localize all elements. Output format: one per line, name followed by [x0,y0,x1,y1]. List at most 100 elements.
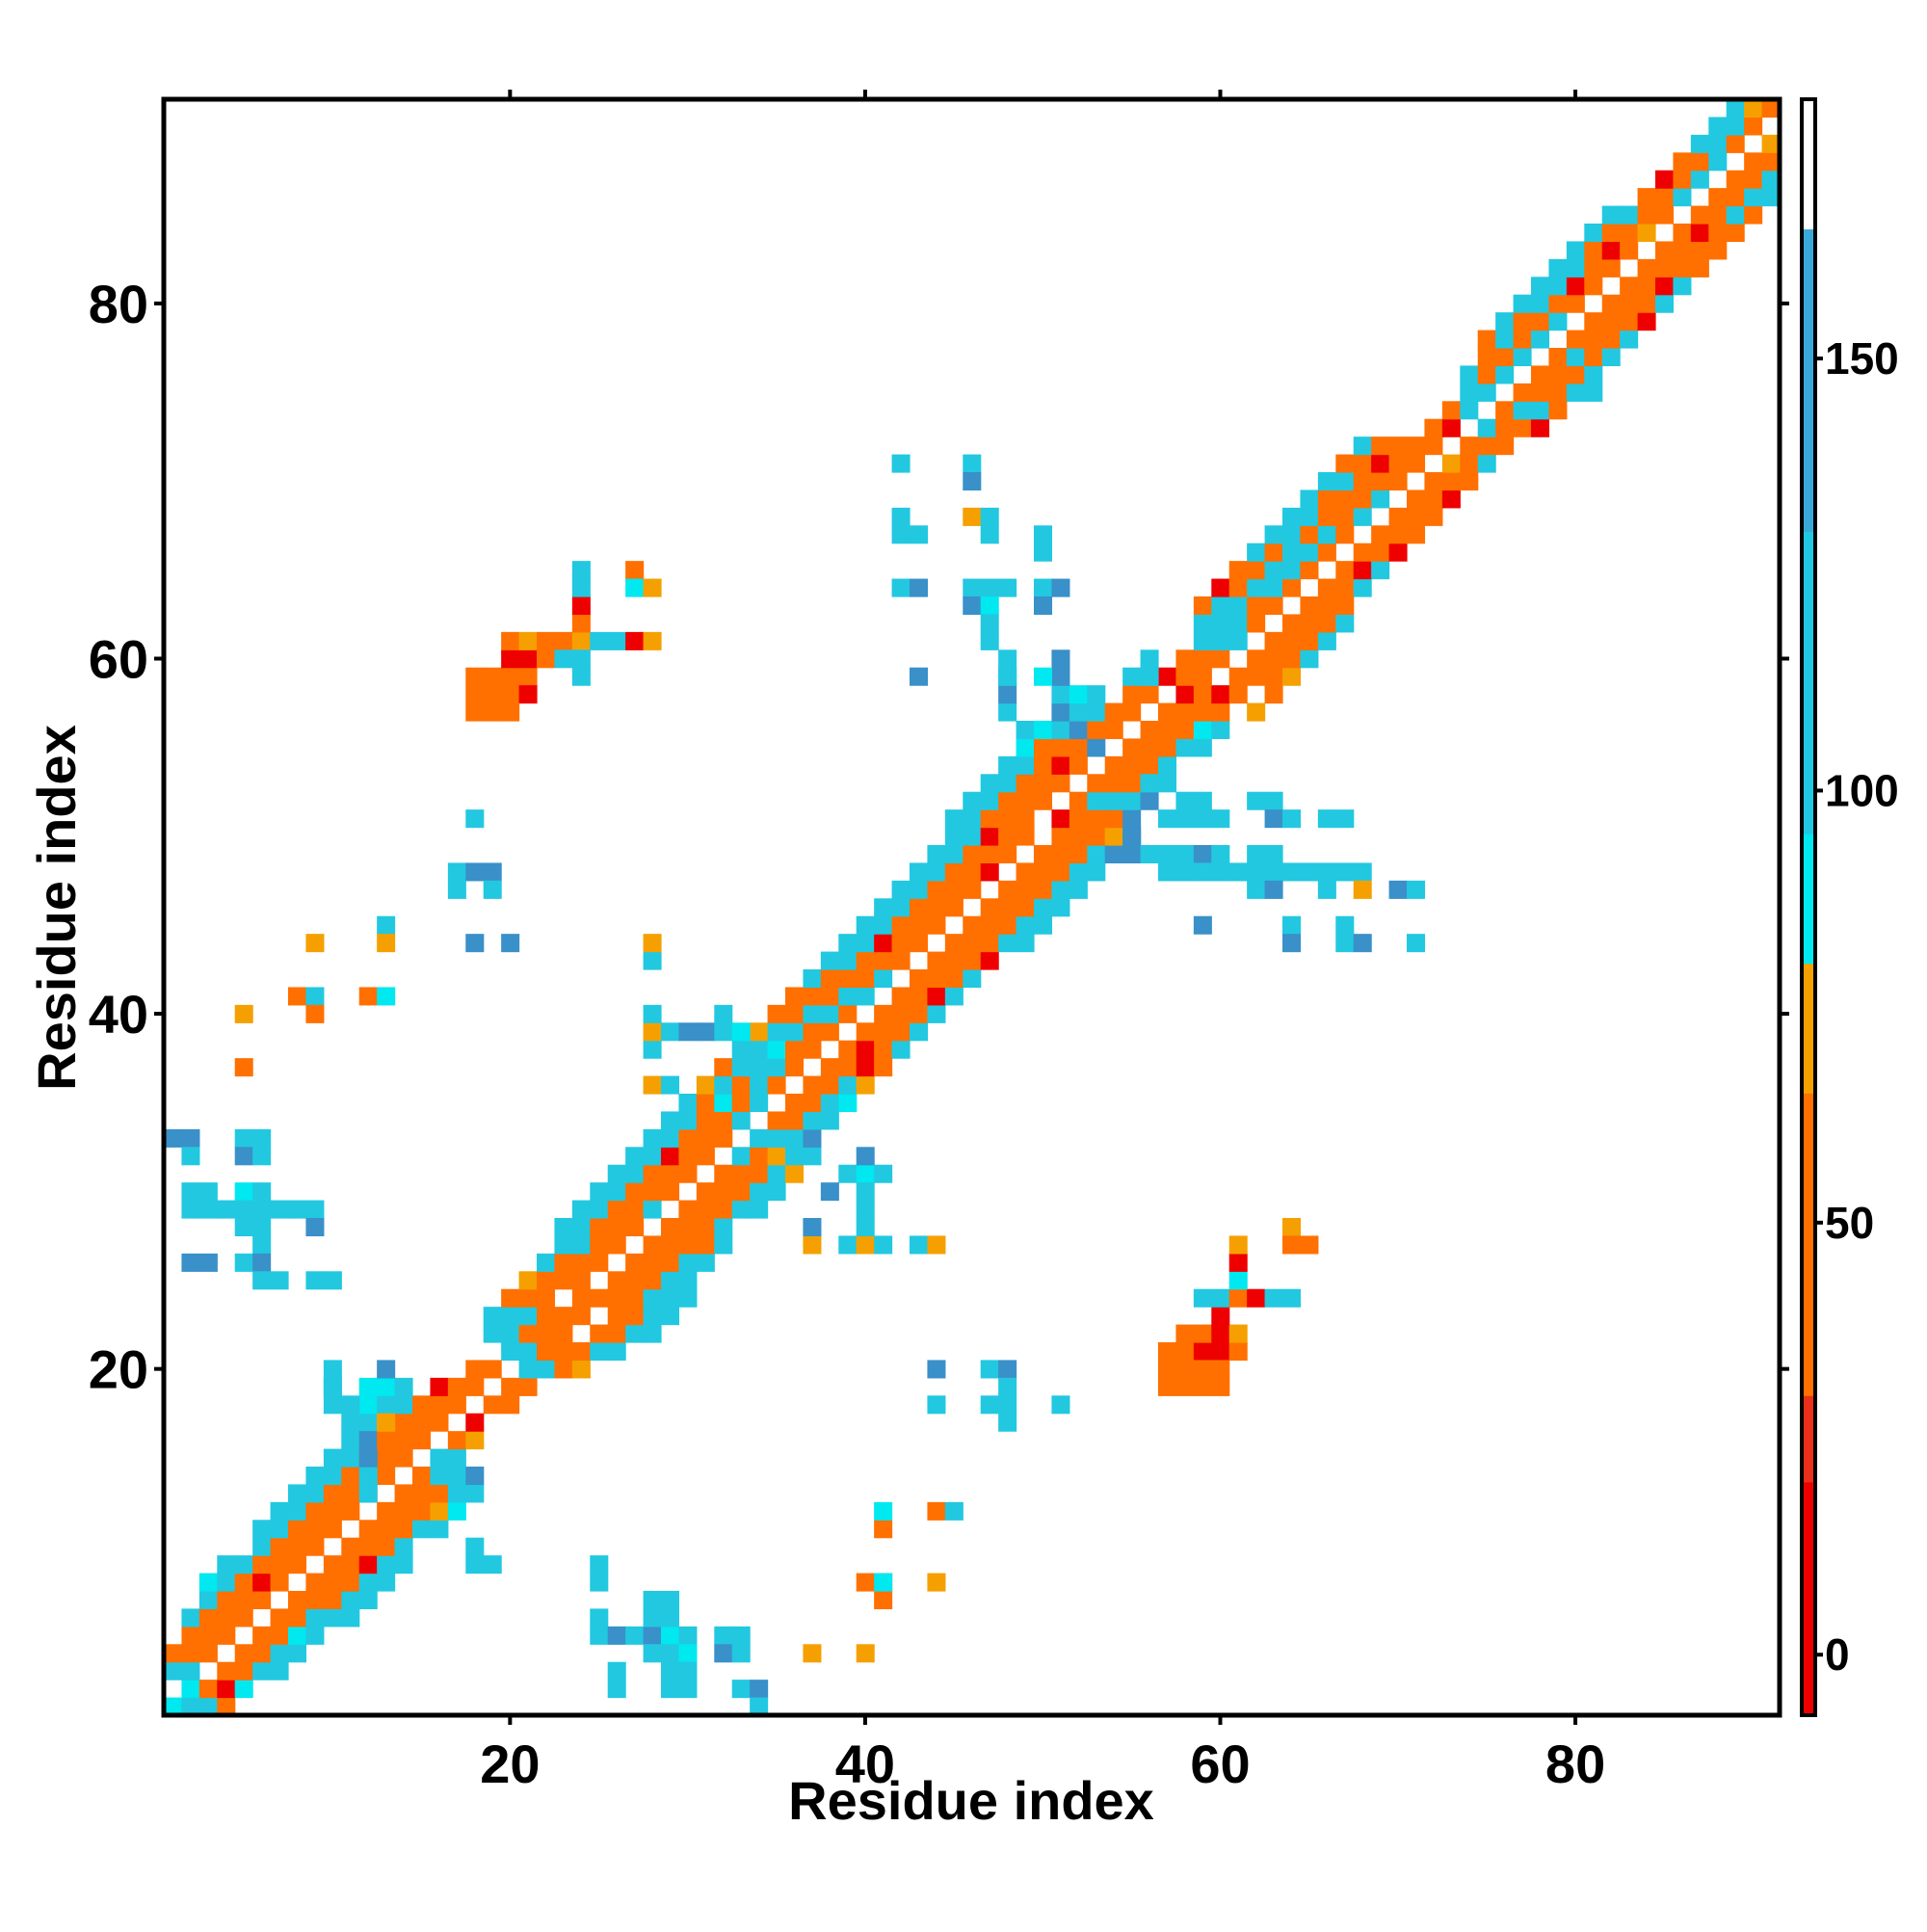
heatmap-cell [625,1288,645,1308]
heatmap-cell [1371,472,1390,491]
heatmap-cell [1673,241,1692,260]
heatmap-cell [270,1608,289,1628]
heatmap-cell [1211,596,1230,616]
heatmap-cell [483,1395,502,1415]
heatmap-cell [1601,294,1621,313]
heatmap-cell [927,1360,946,1379]
heatmap-cell [1264,525,1283,544]
heatmap-cell [252,1235,272,1255]
heatmap-cell [1531,401,1550,420]
heatmap-cell [1531,277,1550,296]
heatmap-cell [1051,578,1070,597]
heatmap-cell [501,1395,520,1415]
heatmap-cell [678,1218,698,1237]
heatmap-cell [1069,880,1088,899]
heatmap-cell [696,1022,715,1042]
heatmap-cell [1531,312,1550,331]
heatmap-cell [1300,561,1319,580]
heatmap-cell [1655,205,1675,225]
heatmap-cell [678,1626,698,1645]
heatmap-cell [217,1573,236,1592]
heatmap-cell [874,1004,893,1023]
heatmap-cell [1513,330,1532,349]
heatmap-cell [323,1467,342,1486]
heatmap-cell [1282,934,1302,953]
heatmap-cell [590,1200,609,1219]
heatmap-cell [1087,862,1106,882]
heatmap-cell [1317,472,1336,491]
heatmap-cell [1744,170,1763,189]
heatmap-cell [731,1040,751,1059]
heatmap-cell [1228,1271,1248,1290]
heatmap-cell [1531,418,1550,437]
heatmap-cell [1548,383,1568,402]
heatmap-cell [1300,490,1319,509]
heatmap-cell [856,969,875,989]
heatmap-cell [856,1147,875,1166]
heatmap-cell [1104,827,1123,846]
heatmap-cell [1016,898,1035,917]
heatmap-cell [1477,330,1496,349]
heatmap-cell [234,1253,253,1272]
heatmap-cell [1726,99,1745,119]
heatmap-cell [181,1697,200,1716]
heatmap-cell [910,969,929,989]
heatmap-cell [1034,578,1053,597]
heatmap-cell [1584,365,1603,384]
heatmap-cell [1193,596,1212,616]
heatmap-cell [377,1395,396,1415]
heatmap-cell [501,1324,520,1343]
heatmap-cell [607,1680,626,1699]
heatmap-cell [465,1555,485,1575]
heatmap-cell [1247,649,1266,669]
colorbar-band [1802,1093,1815,1396]
heatmap-cell [217,1608,236,1628]
heatmap-cell [750,1128,769,1148]
heatmap-cell [181,1253,200,1272]
heatmap-cell [358,1431,378,1450]
heatmap-cell [980,507,999,526]
heatmap-cell [181,1626,200,1645]
heatmap-cell [1388,507,1408,526]
heatmap-cell [288,1484,307,1503]
heatmap-cell [590,1182,609,1202]
heatmap-cell [1051,649,1070,669]
heatmap-cell [1460,472,1479,491]
heatmap-cell [856,1573,875,1592]
heatmap-cell [1247,1288,1266,1308]
heatmap-cell [1726,170,1745,189]
heatmap-cell [1051,862,1070,882]
heatmap-cell [927,880,946,899]
heatmap-cell [1282,915,1302,935]
heatmap-cell [731,1147,751,1166]
heatmap-cell [944,809,964,829]
heatmap-cell [1282,543,1302,562]
heatmap-cell [1761,99,1781,119]
heatmap-cell [625,631,645,650]
heatmap-cell [252,1128,272,1148]
heatmap-cell [678,1288,698,1308]
heatmap-cell [820,1111,839,1130]
heatmap-cell [874,915,893,935]
heatmap-cell [643,1235,662,1255]
heatmap-cell [305,934,325,953]
heatmap-cell [980,951,999,970]
heatmap-cell [1282,862,1302,882]
heatmap-cell [1744,117,1763,136]
heatmap-cell [1282,525,1302,544]
heatmap-cell [164,1661,183,1681]
heatmap-cell [678,1661,698,1681]
heatmap-cell [1211,614,1230,633]
heatmap-cell [944,969,964,989]
heatmap-cell [963,454,982,473]
heatmap-cell [1104,755,1123,775]
heatmap-cell [1211,1342,1230,1362]
colorbar-band [1802,228,1815,532]
heatmap-cell [767,1164,786,1183]
heatmap-cell [678,1644,698,1663]
heatmap-cell [927,1501,946,1521]
heatmap-cell [447,1501,466,1521]
heatmap-cell [963,880,982,899]
heatmap-cell [234,1058,253,1077]
colorbar-frame [1800,97,1817,1717]
